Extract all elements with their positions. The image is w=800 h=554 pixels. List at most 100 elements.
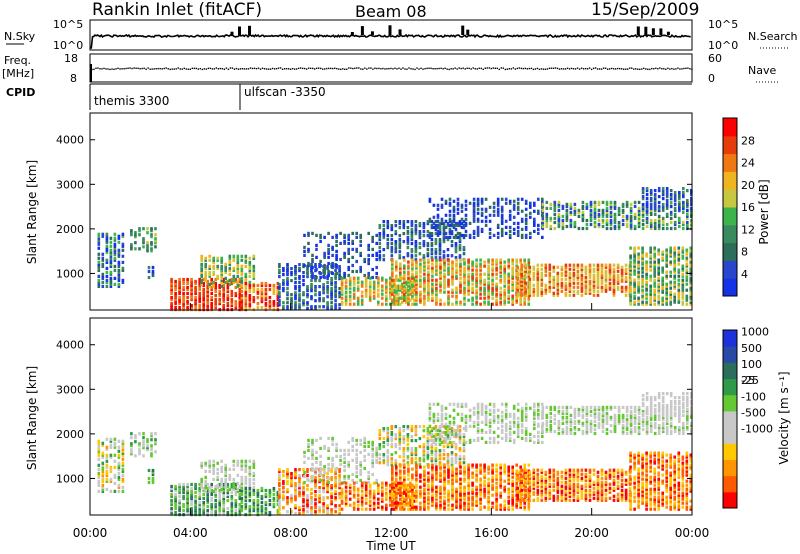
range-time-cell [101,264,105,268]
range-time-cell [282,279,285,283]
range-time-cell [527,260,531,264]
range-time-cell [97,264,101,268]
range-time-cell [210,298,213,302]
range-time-cell [689,286,693,290]
range-time-cell [568,273,572,277]
range-time-cell [368,282,372,286]
range-time-cell [230,289,234,294]
range-time-cell [310,488,313,492]
range-time-cell [467,260,470,264]
range-time-cell [212,270,215,274]
range-time-cell [665,294,668,298]
range-time-cell [406,242,410,246]
range-time-cell [224,268,227,272]
range-time-cell [97,441,101,445]
range-time-cell [673,214,677,218]
freq-point [554,67,557,69]
range-time-cell [351,263,354,268]
range-time-cell [431,286,434,290]
range-time-cell [375,251,378,255]
freq-point [430,67,432,70]
range-time-cell [529,211,532,215]
range-time-cell [395,288,398,292]
range-time-cell [403,280,406,284]
range-time-cell [248,262,252,266]
range-time-cell [524,275,527,279]
range-time-cell [476,233,480,237]
range-time-cell [669,248,672,252]
range-time-cell [443,272,446,276]
range-time-cell [633,224,637,229]
range-time-cell [414,254,418,258]
range-time-cell [475,302,478,306]
range-time-cell [589,214,593,218]
freq-point [653,68,655,70]
range-time-cell [228,260,232,264]
range-time-cell [645,292,648,296]
range-time-cell [657,207,661,211]
freq-label: Freq. [4,54,31,67]
range-time-cell [657,216,661,220]
range-time-cell [109,272,113,276]
range-time-cell [310,283,313,287]
range-time-cell [588,287,592,291]
range-time-cell [252,268,256,272]
range-time-cell [568,283,572,287]
range-time-cell [298,476,301,480]
range-time-cell [682,203,685,207]
range-time-cell [512,231,516,235]
range-time-cell [244,294,248,298]
freq-point [159,67,161,70]
range-time-cell [359,464,362,469]
range-time-cell [556,271,560,275]
range-time-cell [427,272,430,276]
range-time-cell [310,285,313,289]
range-time-cell [198,298,201,302]
range-time-cell [641,270,644,274]
range-time-cell [681,300,685,304]
range-time-cell [371,472,374,477]
range-time-cell [186,285,189,290]
range-time-cell [393,298,396,302]
range-time-cell [232,258,236,262]
range-time-cell [649,212,653,216]
range-time-cell [326,303,329,307]
range-time-cell [456,207,460,211]
range-time-cell [649,210,653,214]
range-time-cell [576,285,580,289]
range-time-cell [488,219,492,223]
range-time-cell [303,460,306,464]
range-time-cell [479,272,482,276]
range-time-cell [232,280,236,284]
range-time-cell [633,278,636,282]
range-time-cell [220,477,223,481]
range-time-cell [256,287,260,292]
range-time-cell [190,494,193,499]
range-time-cell [101,232,105,236]
freq-point [472,67,474,69]
range-time-cell [446,254,450,258]
range-time-cell [359,478,362,483]
range-time-cell [629,266,632,270]
range-time-cell [130,233,133,237]
range-time-cell [375,265,378,270]
range-time-cell [616,273,620,277]
range-time-cell [491,268,494,272]
range-time-cell [487,270,490,274]
range-time-cell [435,282,438,286]
range-time-cell [286,474,289,478]
range-time-cell [182,494,185,499]
range-time-cell [216,461,219,465]
range-time-cell [393,483,396,487]
range-time-cell [689,254,693,258]
range-time-cell [685,262,689,266]
range-time-cell [528,281,532,285]
range-time-cell [150,243,153,247]
freq-point [205,68,208,70]
range-time-cell [101,475,105,479]
range-time-cell [568,267,572,271]
range-time-cell [524,287,527,291]
range-time-cell [326,488,329,492]
range-time-cell [222,291,225,296]
